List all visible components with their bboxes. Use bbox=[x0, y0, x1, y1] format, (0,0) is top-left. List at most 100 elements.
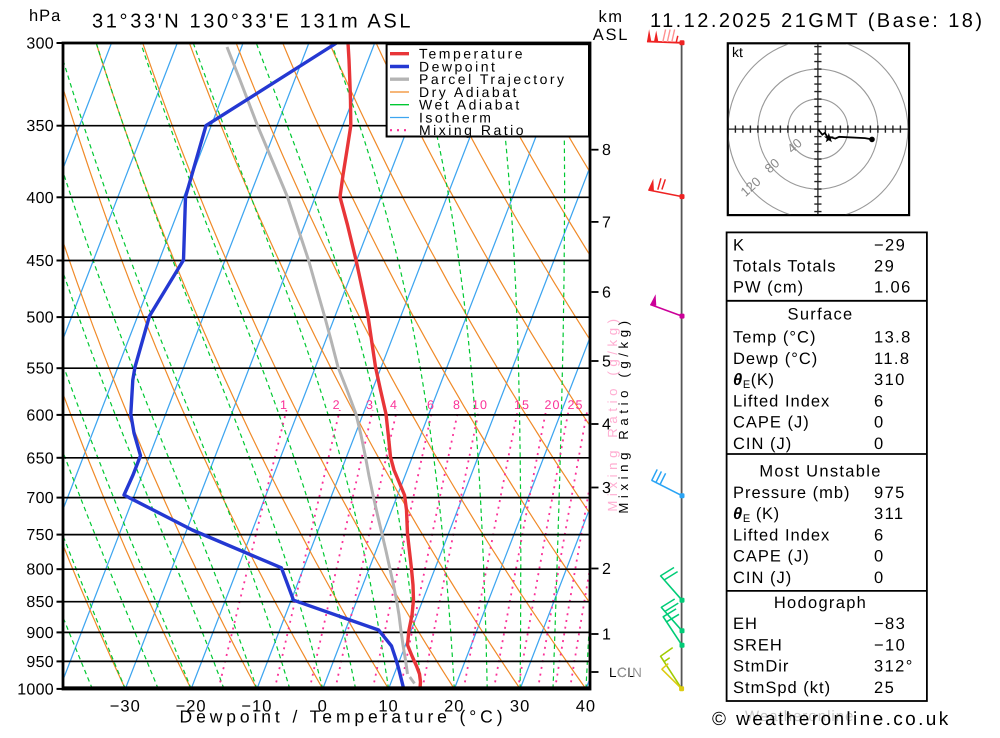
svg-text:30: 30 bbox=[510, 698, 530, 716]
svg-text:−29: −29 bbox=[874, 236, 906, 254]
svg-text:1: 1 bbox=[602, 627, 611, 644]
svg-text:31°33'N 130°33'E 131m ASL: 31°33'N 130°33'E 131m ASL bbox=[92, 11, 413, 33]
svg-text:20: 20 bbox=[545, 398, 561, 412]
svg-text:Most Unstable: Most Unstable bbox=[759, 463, 881, 481]
svg-text:0: 0 bbox=[318, 698, 328, 716]
svg-text:11.8: 11.8 bbox=[874, 350, 911, 368]
svg-text:7: 7 bbox=[602, 214, 611, 231]
svg-text:Dewpoint / Temperature (°C): Dewpoint / Temperature (°C) bbox=[180, 707, 507, 727]
svg-text:ASL: ASL bbox=[593, 26, 630, 44]
svg-text:10: 10 bbox=[378, 698, 398, 716]
svg-text:StmDir: StmDir bbox=[733, 658, 789, 676]
svg-text:Mixing Ratio (g/kg): Mixing Ratio (g/kg) bbox=[605, 314, 620, 511]
svg-text:350: 350 bbox=[26, 118, 54, 135]
svg-text:Dewp (°C): Dewp (°C) bbox=[733, 350, 818, 368]
svg-text:kt: kt bbox=[732, 44, 743, 60]
svg-text:−83: −83 bbox=[874, 615, 906, 633]
svg-text:SREH: SREH bbox=[733, 637, 783, 655]
svg-text:Pressure (mb): Pressure (mb) bbox=[733, 484, 851, 502]
svg-text:650: 650 bbox=[26, 450, 54, 467]
svg-text:3: 3 bbox=[602, 480, 611, 497]
svg-text:11.12.2025 21GMT (Base: 18): 11.12.2025 21GMT (Base: 18) bbox=[650, 10, 984, 32]
svg-text:CIN: CIN bbox=[617, 665, 643, 680]
svg-text:LCL: LCL bbox=[609, 665, 635, 680]
svg-text:Lifted Index: Lifted Index bbox=[733, 527, 830, 545]
svg-text:CIN (J): CIN (J) bbox=[733, 569, 792, 587]
svg-text:950: 950 bbox=[26, 654, 54, 671]
svg-text:6: 6 bbox=[427, 398, 435, 412]
svg-text:0: 0 bbox=[874, 569, 885, 587]
svg-text:25: 25 bbox=[874, 679, 895, 697]
svg-text:0: 0 bbox=[874, 435, 885, 453]
svg-text:300: 300 bbox=[26, 36, 54, 53]
svg-text:Surface: Surface bbox=[788, 306, 854, 324]
svg-text:20: 20 bbox=[444, 698, 464, 716]
svg-text:1: 1 bbox=[280, 398, 288, 412]
svg-text:1.06: 1.06 bbox=[874, 279, 912, 297]
svg-text:CAPE (J): CAPE (J) bbox=[733, 414, 810, 432]
svg-text:6: 6 bbox=[874, 527, 885, 545]
svg-text:−10: −10 bbox=[241, 698, 272, 716]
svg-text:−10: −10 bbox=[874, 637, 906, 655]
svg-text:© weatheronline.co.uk: © weatheronline.co.uk bbox=[712, 709, 951, 730]
svg-text:CAPE (J): CAPE (J) bbox=[733, 548, 810, 566]
svg-text:Dewpoint: Dewpoint bbox=[419, 59, 497, 75]
svg-text:40: 40 bbox=[576, 698, 596, 716]
svg-text:Dry Adiabat: Dry Adiabat bbox=[419, 84, 519, 100]
svg-text:850: 850 bbox=[26, 594, 54, 611]
svg-text:29: 29 bbox=[874, 258, 895, 276]
svg-text:K: K bbox=[733, 236, 745, 254]
svg-text:10: 10 bbox=[472, 398, 488, 412]
svg-text:0: 0 bbox=[874, 414, 885, 432]
svg-text:800: 800 bbox=[26, 562, 54, 579]
svg-text:15: 15 bbox=[514, 398, 530, 412]
svg-text:750: 750 bbox=[26, 527, 54, 544]
svg-text:2: 2 bbox=[602, 561, 611, 578]
svg-text:StmSpd (kt): StmSpd (kt) bbox=[733, 679, 831, 697]
svg-text:975: 975 bbox=[874, 484, 906, 502]
svg-text:550: 550 bbox=[26, 361, 54, 378]
svg-text:25: 25 bbox=[568, 398, 584, 412]
svg-text:6: 6 bbox=[602, 285, 611, 302]
svg-text:Mixing Ratio (g/kg): Mixing Ratio (g/kg) bbox=[616, 316, 631, 513]
svg-text:450: 450 bbox=[26, 253, 54, 270]
svg-text:311: 311 bbox=[874, 505, 905, 523]
svg-text:θE (K): θE (K) bbox=[733, 505, 780, 525]
svg-text:km: km bbox=[599, 8, 624, 26]
svg-text:Hodograph: Hodograph bbox=[774, 594, 867, 612]
svg-text:2: 2 bbox=[333, 398, 341, 412]
svg-text:8: 8 bbox=[453, 398, 461, 412]
svg-text:312°: 312° bbox=[874, 658, 914, 676]
svg-text:hPa: hPa bbox=[29, 7, 61, 25]
svg-text:θE(K): θE(K) bbox=[733, 371, 775, 391]
svg-text:Parcel Trajectory: Parcel Trajectory bbox=[419, 71, 567, 87]
svg-text:4: 4 bbox=[390, 398, 398, 412]
svg-text:EH: EH bbox=[733, 615, 758, 633]
svg-text:Weatheronline: Weatheronline bbox=[745, 708, 854, 725]
svg-text:400: 400 bbox=[26, 190, 54, 207]
svg-text:PW (cm): PW (cm) bbox=[733, 279, 804, 297]
svg-text:13.8: 13.8 bbox=[874, 329, 912, 347]
svg-text:4: 4 bbox=[602, 417, 611, 434]
svg-text:310: 310 bbox=[874, 371, 906, 389]
svg-text:Temperature: Temperature bbox=[419, 46, 525, 62]
svg-text:600: 600 bbox=[26, 407, 54, 424]
svg-text:5: 5 bbox=[602, 354, 611, 371]
svg-text:1000: 1000 bbox=[17, 681, 54, 698]
svg-text:900: 900 bbox=[26, 625, 54, 642]
svg-text:8: 8 bbox=[602, 142, 611, 159]
svg-text:−30: −30 bbox=[110, 698, 141, 716]
svg-text:700: 700 bbox=[26, 490, 54, 507]
svg-text:Mixing Ratio: Mixing Ratio bbox=[419, 122, 526, 138]
svg-text:3: 3 bbox=[366, 398, 374, 412]
svg-text:CIN (J): CIN (J) bbox=[733, 435, 792, 453]
svg-text:Totals Totals: Totals Totals bbox=[733, 258, 837, 276]
svg-text:500: 500 bbox=[26, 310, 54, 327]
svg-text:Isotherm: Isotherm bbox=[419, 110, 493, 126]
svg-text:0: 0 bbox=[874, 548, 885, 566]
svg-text:Lifted Index: Lifted Index bbox=[733, 392, 830, 410]
svg-text:−20: −20 bbox=[176, 698, 207, 716]
svg-text:6: 6 bbox=[874, 392, 885, 410]
svg-text:Wet Adiabat: Wet Adiabat bbox=[419, 97, 522, 113]
svg-text:Temp (°C): Temp (°C) bbox=[733, 329, 816, 347]
